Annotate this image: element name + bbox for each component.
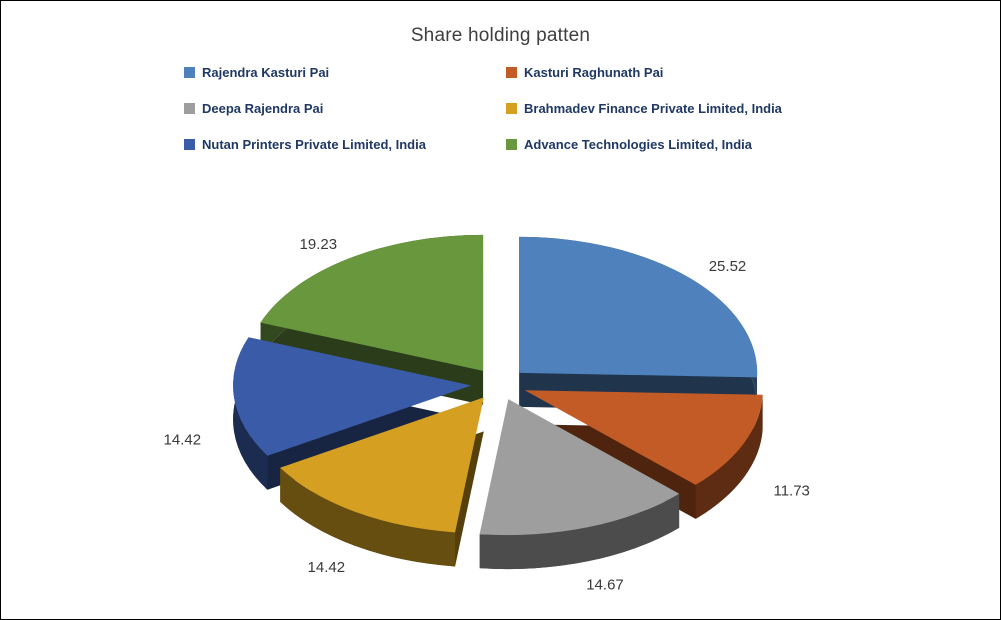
legend-item: Advance Technologies Limited, India bbox=[506, 137, 946, 152]
pie-labels: 25.52 11.73 14.67 14.42 14.42 19.23 bbox=[164, 236, 810, 593]
pie-slice bbox=[519, 236, 758, 378]
data-label: 11.73 bbox=[773, 482, 809, 499]
legend-swatch-icon bbox=[506, 139, 517, 150]
pie-slice bbox=[524, 390, 763, 485]
legend-swatch-icon bbox=[184, 103, 195, 114]
legend-item-label: Kasturi Raghunath Pai bbox=[524, 65, 664, 80]
legend-swatch-icon bbox=[184, 139, 195, 150]
pie-slice bbox=[233, 337, 472, 456]
pie-slice-side bbox=[695, 394, 763, 519]
chart-title: Share holding patten bbox=[410, 25, 591, 46]
pie-slice bbox=[260, 234, 484, 371]
legend-item-label: Brahmadev Finance Private Limited, India bbox=[524, 101, 782, 116]
data-label: 14.42 bbox=[308, 559, 346, 576]
legend-item: Rajendra Kasturi Pai bbox=[184, 65, 506, 80]
legend-item: Brahmadev Finance Private Limited, India bbox=[506, 101, 946, 116]
legend-swatch-icon bbox=[506, 67, 517, 78]
data-label: 25.52 bbox=[709, 258, 747, 275]
pie-slice-side bbox=[280, 467, 456, 567]
data-label: 19.23 bbox=[300, 236, 338, 253]
legend-item-label: Nutan Printers Private Limited, India bbox=[202, 137, 426, 152]
legend-item-label: Deepa Rajendra Pai bbox=[202, 101, 324, 116]
legend-item-label: Advance Technologies Limited, India bbox=[524, 137, 753, 152]
data-label: 14.67 bbox=[586, 576, 624, 593]
pie-slice bbox=[280, 397, 484, 533]
legend-item-label: Rajendra Kasturi Pai bbox=[202, 65, 330, 80]
data-label: 14.42 bbox=[164, 431, 202, 448]
legend-item: Nutan Printers Private Limited, India bbox=[184, 137, 506, 152]
legend-item: Deepa Rajendra Pai bbox=[184, 101, 506, 116]
legend-swatch-icon bbox=[506, 103, 517, 114]
legend-item: Kasturi Raghunath Pai bbox=[506, 65, 946, 80]
legend-swatch-icon bbox=[184, 67, 195, 78]
legend: Rajendra Kasturi Pai Kasturi Raghunath Pa… bbox=[184, 65, 946, 152]
pie-slice-side bbox=[479, 493, 680, 570]
pie-slice bbox=[479, 399, 680, 536]
pie-tops bbox=[233, 234, 763, 536]
